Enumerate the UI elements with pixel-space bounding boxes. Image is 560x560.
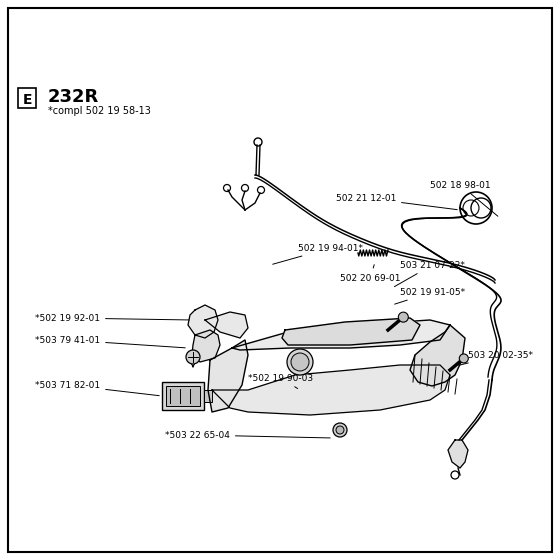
Text: 502 19 91-05*: 502 19 91-05*	[395, 287, 465, 304]
Polygon shape	[448, 440, 468, 468]
Text: 232R: 232R	[48, 88, 99, 106]
Text: *502 19 92-01: *502 19 92-01	[35, 314, 189, 323]
Circle shape	[186, 350, 200, 364]
Text: *502 19 90-03: *502 19 90-03	[248, 374, 313, 389]
Circle shape	[398, 312, 408, 322]
Bar	[18, 88, 36, 108]
Polygon shape	[192, 330, 220, 362]
Circle shape	[291, 353, 309, 371]
Text: *503 22 65-04: *503 22 65-04	[165, 431, 330, 440]
Polygon shape	[205, 312, 248, 338]
Circle shape	[459, 354, 468, 363]
Text: 502 19 94-01*: 502 19 94-01*	[273, 244, 363, 264]
Text: *503 71 82-01: *503 71 82-01	[35, 380, 159, 396]
Text: *compl 502 19 58-13: *compl 502 19 58-13	[48, 106, 151, 116]
Polygon shape	[208, 340, 248, 412]
Text: 503 21 07-22*: 503 21 07-22*	[394, 260, 465, 287]
Text: 502 21 12-01: 502 21 12-01	[335, 194, 458, 209]
Polygon shape	[232, 320, 450, 350]
Circle shape	[336, 426, 344, 434]
Bar	[162, 382, 204, 410]
Bar	[166, 386, 200, 406]
Text: E: E	[22, 93, 32, 107]
Polygon shape	[212, 365, 450, 415]
Polygon shape	[282, 318, 420, 345]
Circle shape	[287, 349, 313, 375]
Circle shape	[333, 423, 347, 437]
Text: 503 20 02-35*: 503 20 02-35*	[459, 351, 533, 365]
Text: 502 20 69-01: 502 20 69-01	[340, 265, 400, 282]
Polygon shape	[410, 325, 465, 386]
Text: 502 18 98-01: 502 18 98-01	[430, 180, 498, 216]
Text: *503 79 41-01: *503 79 41-01	[35, 335, 185, 348]
Polygon shape	[188, 305, 218, 338]
Bar	[204, 390, 212, 402]
